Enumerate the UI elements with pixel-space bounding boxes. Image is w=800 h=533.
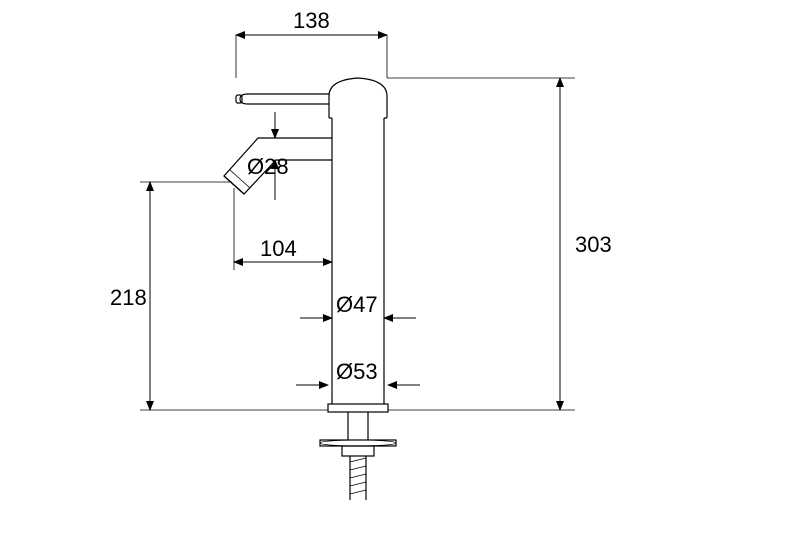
dim-spout-reach: 104 xyxy=(260,236,297,261)
dim-overall-height: 303 xyxy=(575,232,612,257)
dim-body-diameter: Ø47 xyxy=(336,292,378,317)
handle-lever xyxy=(240,94,329,104)
faucet-drawing: 138 303 218 104 Ø28 Ø47 Ø53 xyxy=(0,0,800,533)
dim-spout-height: 218 xyxy=(110,285,147,310)
base-plate xyxy=(328,404,388,412)
dim-base-diameter: Ø53 xyxy=(336,359,378,384)
dim-overall-width: 138 xyxy=(293,8,330,33)
dim-spout-diameter: Ø28 xyxy=(247,154,289,179)
